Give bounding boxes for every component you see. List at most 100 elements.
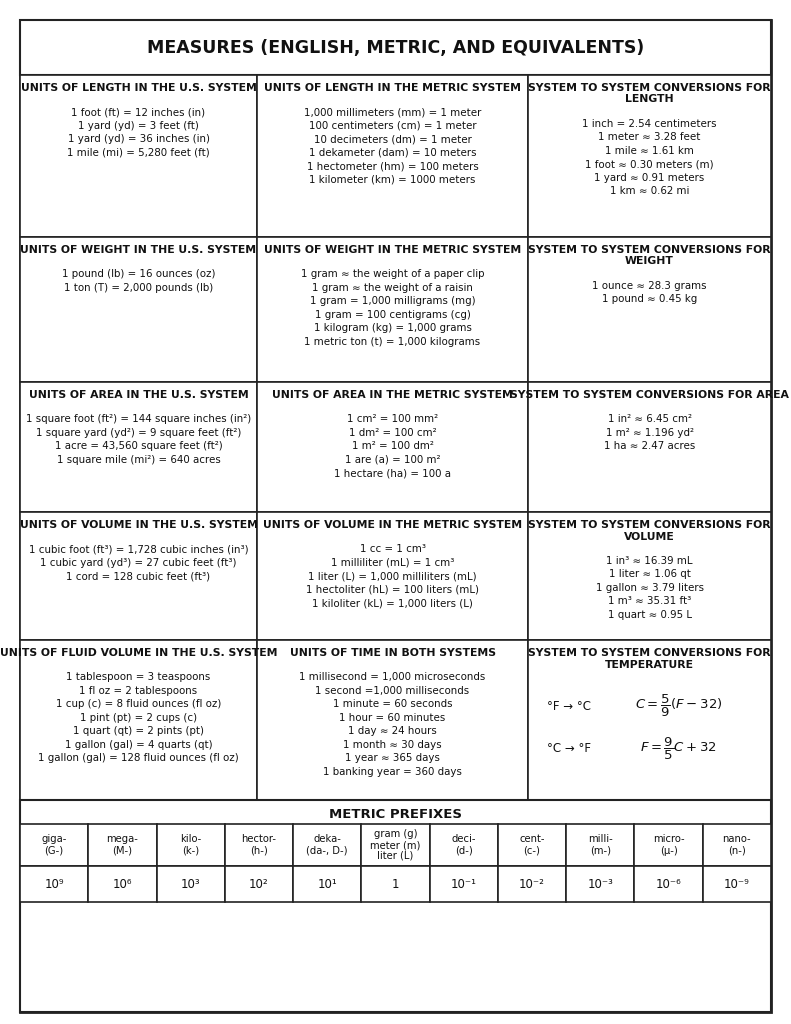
Bar	[20, 382, 257, 512]
Text: 1 liter ≈ 1.06 qt: 1 liter ≈ 1.06 qt	[608, 569, 691, 580]
Text: 1 km ≈ 0.62 mi: 1 km ≈ 0.62 mi	[610, 186, 689, 197]
Text: hector-: hector-	[241, 835, 277, 845]
Bar	[293, 866, 361, 902]
Text: 1 square foot (ft²) = 144 square inches (in²): 1 square foot (ft²) = 144 square inches …	[26, 415, 251, 424]
Bar	[20, 75, 257, 237]
Text: 1 ton (T) = 2,000 pounds (lb): 1 ton (T) = 2,000 pounds (lb)	[64, 283, 213, 293]
Text: (c-): (c-)	[524, 846, 540, 855]
Text: 1: 1	[392, 879, 399, 892]
Text: 1 cc = 1 cm³: 1 cc = 1 cm³	[359, 544, 426, 554]
Text: milli-: milli-	[588, 835, 613, 845]
Bar	[430, 824, 498, 866]
Text: 1 hectoliter (hL) = 100 liters (mL): 1 hectoliter (hL) = 100 liters (mL)	[306, 585, 479, 595]
Text: giga-: giga-	[41, 835, 66, 845]
Text: 1 pound ≈ 0.45 kg: 1 pound ≈ 0.45 kg	[602, 294, 697, 304]
Text: SYSTEM TO SYSTEM CONVERSIONS FOR: SYSTEM TO SYSTEM CONVERSIONS FOR	[528, 245, 770, 255]
Text: 1 minute = 60 seconds: 1 minute = 60 seconds	[333, 699, 452, 710]
Text: micro-: micro-	[653, 835, 684, 845]
Text: 1 mile ≈ 1.61 km: 1 mile ≈ 1.61 km	[605, 145, 694, 156]
Text: 1 gram ≈ the weight of a paper clip: 1 gram ≈ the weight of a paper clip	[301, 269, 484, 280]
Text: UNITS OF AREA IN THE U.S. SYSTEM: UNITS OF AREA IN THE U.S. SYSTEM	[28, 390, 248, 400]
Text: 1 in³ ≈ 16.39 mL: 1 in³ ≈ 16.39 mL	[606, 556, 693, 565]
Text: 100 centimeters (cm) = 1 meter: 100 centimeters (cm) = 1 meter	[308, 121, 476, 131]
Bar	[498, 866, 566, 902]
Text: VOLUME: VOLUME	[624, 531, 675, 542]
Bar	[20, 824, 89, 866]
Text: UNITS OF AREA IN THE METRIC SYSTEM: UNITS OF AREA IN THE METRIC SYSTEM	[272, 390, 513, 400]
Text: 1 yard (yd) = 3 feet (ft): 1 yard (yd) = 3 feet (ft)	[78, 121, 199, 131]
Text: liter (L): liter (L)	[377, 851, 414, 861]
Text: 10⁻¹: 10⁻¹	[451, 879, 477, 892]
Bar	[702, 824, 771, 866]
Bar	[528, 237, 771, 382]
Text: 1 cup (c) = 8 fluid ounces (fl oz): 1 cup (c) = 8 fluid ounces (fl oz)	[56, 699, 221, 710]
Text: 1 kilometer (km) = 1000 meters: 1 kilometer (km) = 1000 meters	[309, 175, 475, 184]
Bar	[20, 866, 89, 902]
Text: (n-): (n-)	[728, 846, 746, 855]
Text: 1 liter (L) = 1,000 milliliters (mL): 1 liter (L) = 1,000 milliliters (mL)	[308, 571, 477, 582]
Text: 1 milliliter (mL) = 1 cm³: 1 milliliter (mL) = 1 cm³	[331, 558, 454, 567]
Text: (h-): (h-)	[250, 846, 268, 855]
Text: UNITS OF VOLUME IN THE METRIC SYSTEM: UNITS OF VOLUME IN THE METRIC SYSTEM	[263, 520, 522, 530]
Bar	[257, 237, 528, 382]
Bar	[257, 382, 528, 512]
Text: 1 gram = 100 centigrams (cg): 1 gram = 100 centigrams (cg)	[315, 309, 471, 319]
Text: 1 m² = 100 dm²: 1 m² = 100 dm²	[351, 441, 433, 452]
Bar	[528, 640, 771, 800]
Text: 1 are (a) = 100 m²: 1 are (a) = 100 m²	[345, 455, 441, 465]
Text: 1 banking year = 360 days: 1 banking year = 360 days	[323, 767, 462, 777]
Bar	[89, 824, 157, 866]
Text: 1 mile (mi) = 5,280 feet (ft): 1 mile (mi) = 5,280 feet (ft)	[67, 147, 210, 158]
Text: MEASURES (ENGLISH, METRIC, AND EQUIVALENTS): MEASURES (ENGLISH, METRIC, AND EQUIVALEN…	[147, 39, 644, 56]
Text: SYSTEM TO SYSTEM CONVERSIONS FOR AREA: SYSTEM TO SYSTEM CONVERSIONS FOR AREA	[510, 390, 789, 400]
Text: 1 tablespoon = 3 teaspoons: 1 tablespoon = 3 teaspoons	[66, 672, 210, 682]
Text: 1 ha ≈ 2.47 acres: 1 ha ≈ 2.47 acres	[604, 441, 695, 452]
Bar	[20, 640, 257, 800]
Text: 10¹: 10¹	[317, 879, 337, 892]
Text: 1 metric ton (t) = 1,000 kilograms: 1 metric ton (t) = 1,000 kilograms	[305, 337, 481, 347]
Text: 1 dm² = 100 cm²: 1 dm² = 100 cm²	[349, 428, 437, 437]
Text: °F → °C: °F → °C	[547, 699, 592, 713]
Text: 1 kilogram (kg) = 1,000 grams: 1 kilogram (kg) = 1,000 grams	[313, 324, 471, 333]
Text: (k-): (k-)	[182, 846, 199, 855]
Text: UNITS OF LENGTH IN THE U.S. SYSTEM: UNITS OF LENGTH IN THE U.S. SYSTEM	[21, 83, 256, 93]
Text: 1 pound (lb) = 16 ounces (oz): 1 pound (lb) = 16 ounces (oz)	[62, 269, 215, 280]
Text: 10 decimeters (dm) = 1 meter: 10 decimeters (dm) = 1 meter	[313, 134, 471, 144]
Text: WEIGHT: WEIGHT	[625, 256, 674, 266]
Text: (M-): (M-)	[112, 846, 132, 855]
Bar	[634, 866, 702, 902]
Text: UNITS OF WEIGHT IN THE U.S. SYSTEM: UNITS OF WEIGHT IN THE U.S. SYSTEM	[21, 245, 256, 255]
Bar	[157, 824, 225, 866]
Text: 1 cord = 128 cubic feet (ft³): 1 cord = 128 cubic feet (ft³)	[66, 571, 210, 582]
Text: SYSTEM TO SYSTEM CONVERSIONS FOR: SYSTEM TO SYSTEM CONVERSIONS FOR	[528, 520, 770, 530]
Bar	[257, 512, 528, 640]
Bar	[566, 824, 634, 866]
Text: kilo-: kilo-	[180, 835, 201, 845]
Text: 1 hectometer (hm) = 100 meters: 1 hectometer (hm) = 100 meters	[307, 161, 479, 171]
Text: UNITS OF LENGTH IN THE METRIC SYSTEM: UNITS OF LENGTH IN THE METRIC SYSTEM	[264, 83, 521, 93]
Text: 1 m² ≈ 1.196 yd²: 1 m² ≈ 1.196 yd²	[605, 428, 694, 437]
Text: 1 quart ≈ 0.95 L: 1 quart ≈ 0.95 L	[607, 609, 691, 620]
Bar	[225, 824, 293, 866]
Text: 1 inch = 2.54 centimeters: 1 inch = 2.54 centimeters	[582, 119, 717, 129]
Text: 1 cubic foot (ft³) = 1,728 cubic inches (in³): 1 cubic foot (ft³) = 1,728 cubic inches …	[28, 544, 248, 554]
Text: LENGTH: LENGTH	[625, 94, 674, 104]
Text: UNITS OF TIME IN BOTH SYSTEMS: UNITS OF TIME IN BOTH SYSTEMS	[290, 648, 495, 658]
Bar	[20, 20, 771, 75]
Text: 1 acre = 43,560 square feet (ft²): 1 acre = 43,560 square feet (ft²)	[55, 441, 222, 452]
Text: 10⁻⁶: 10⁻⁶	[656, 879, 682, 892]
Text: (μ-): (μ-)	[660, 846, 677, 855]
Text: 1 fl oz = 2 tablespoons: 1 fl oz = 2 tablespoons	[79, 686, 198, 695]
Bar	[20, 512, 257, 640]
Text: 1 yard (yd) = 36 inches (in): 1 yard (yd) = 36 inches (in)	[67, 134, 210, 144]
Text: 1 year ≈ 365 days: 1 year ≈ 365 days	[345, 754, 440, 763]
Bar	[566, 866, 634, 902]
Text: UNITS OF WEIGHT IN THE METRIC SYSTEM: UNITS OF WEIGHT IN THE METRIC SYSTEM	[264, 245, 521, 255]
Text: 1 gram = 1,000 milligrams (mg): 1 gram = 1,000 milligrams (mg)	[310, 296, 475, 306]
Text: 1 month ≈ 30 days: 1 month ≈ 30 days	[343, 739, 442, 750]
Text: 1 square mile (mi²) = 640 acres: 1 square mile (mi²) = 640 acres	[57, 455, 221, 465]
Text: 10⁶: 10⁶	[112, 879, 132, 892]
Bar	[361, 866, 430, 902]
Text: 1 cm² = 100 mm²: 1 cm² = 100 mm²	[347, 415, 438, 424]
Text: 1 kiloliter (kL) = 1,000 liters (L): 1 kiloliter (kL) = 1,000 liters (L)	[312, 598, 473, 608]
